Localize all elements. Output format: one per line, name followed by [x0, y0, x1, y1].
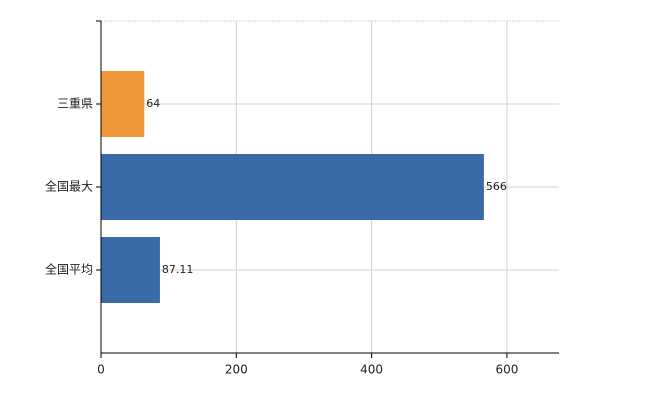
- bar: [101, 154, 484, 220]
- x-tick-label: 200: [225, 363, 248, 377]
- y-tick-label: 三重県: [57, 97, 93, 111]
- x-tick-label: 400: [360, 363, 383, 377]
- value-label: 566: [486, 180, 507, 193]
- value-label: 64: [146, 97, 160, 110]
- x-tick-label: 0: [97, 363, 105, 377]
- y-tick-label: 全国最大: [45, 179, 93, 194]
- y-tick-label: 全国平均: [45, 262, 93, 277]
- bar: [101, 237, 160, 303]
- bar: [101, 71, 145, 137]
- value-label: 87.11: [162, 263, 194, 276]
- x-tick-label: 600: [495, 363, 518, 377]
